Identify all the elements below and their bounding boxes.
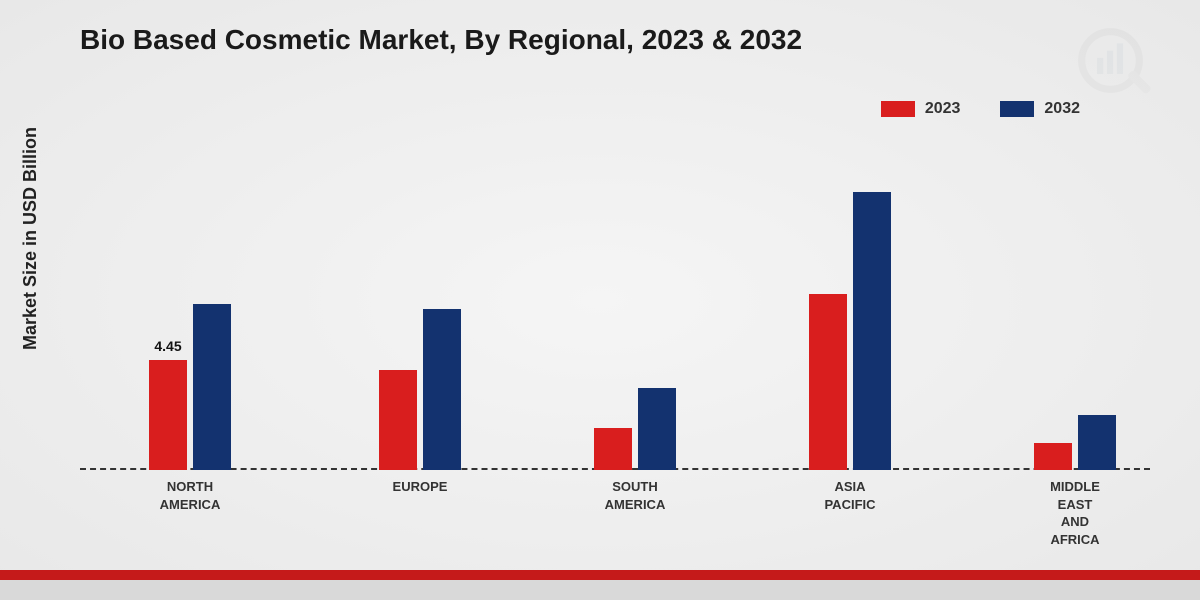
bar-y2032 xyxy=(638,388,676,470)
category-label: MIDDLE EAST AND AFRICA xyxy=(1050,478,1100,548)
bar-group xyxy=(149,304,231,470)
bar-y2032 xyxy=(423,309,461,470)
bar-y2023 xyxy=(809,294,847,470)
value-label: 4.45 xyxy=(154,338,181,354)
legend-label-2032: 2032 xyxy=(1044,100,1080,118)
chart-title: Bio Based Cosmetic Market, By Regional, … xyxy=(80,24,802,56)
legend-item-2032: 2032 xyxy=(1000,100,1080,118)
legend-swatch-2023 xyxy=(881,101,915,117)
watermark-logo xyxy=(1070,20,1160,110)
bar-y2023 xyxy=(594,428,632,470)
bar-y2023 xyxy=(1034,443,1072,470)
bar-group xyxy=(379,309,461,470)
category-label: SOUTH AMERICA xyxy=(605,478,666,513)
y-axis-label: Market Size in USD Billion xyxy=(20,127,41,350)
bar-y2032 xyxy=(1078,415,1116,470)
footer-gray-bar xyxy=(0,580,1200,600)
bar-group xyxy=(1034,415,1116,470)
bar-group xyxy=(809,192,891,470)
legend-item-2023: 2023 xyxy=(881,100,961,118)
bar-y2032 xyxy=(193,304,231,470)
legend-swatch-2032 xyxy=(1000,101,1034,117)
bar-group xyxy=(594,388,676,470)
bar-y2023 xyxy=(149,360,187,470)
plot-area: 4.45 xyxy=(80,160,1150,470)
legend: 2023 2032 xyxy=(881,100,1080,118)
legend-label-2023: 2023 xyxy=(925,100,961,118)
bar-y2032 xyxy=(853,192,891,470)
category-label: ASIA PACIFIC xyxy=(824,478,875,513)
category-label: NORTH AMERICA xyxy=(160,478,221,513)
footer-accent-bar xyxy=(0,570,1200,580)
category-label: EUROPE xyxy=(393,478,448,496)
bar-y2023 xyxy=(379,370,417,470)
